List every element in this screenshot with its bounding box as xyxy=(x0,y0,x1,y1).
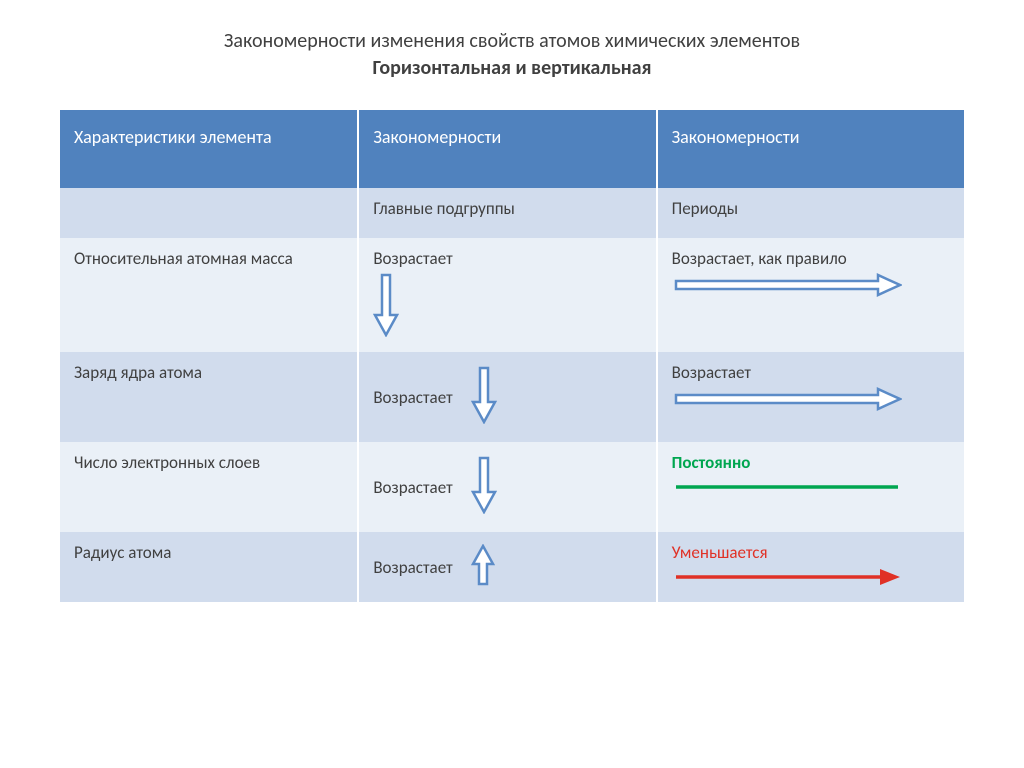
title-line2: Горизонтальная и вертикальная xyxy=(60,55,964,82)
arrow-down-icon xyxy=(373,273,399,342)
header-row: Характеристики элемента Закономерности З… xyxy=(60,110,964,188)
periodic-patterns-table: Характеристики элемента Закономерности З… xyxy=(60,110,964,602)
row-layers-label: Число электронных слоев xyxy=(60,442,358,532)
arrow-down-icon xyxy=(471,366,497,429)
row-layers-col3-text: Постоянно xyxy=(672,452,751,473)
row-layers-col2: Возрастает xyxy=(358,442,656,532)
subheader-col1 xyxy=(60,188,358,238)
row-layers-col2-text: Возрастает xyxy=(373,477,452,498)
row-layers-col3: Постоянно xyxy=(657,442,964,532)
header-col1: Характеристики элемента xyxy=(60,110,358,188)
row-mass-col2-text: Возрастает xyxy=(373,248,452,269)
arrow-right-icon xyxy=(672,387,902,416)
row-mass: Относительная атомная масса Возрастает В… xyxy=(60,238,964,352)
row-mass-col2: Возрастает xyxy=(358,238,656,352)
row-radius-col2-text: Возрастает xyxy=(373,557,452,578)
row-mass-col3-text: Возрастает, как правило xyxy=(672,248,847,269)
row-radius-col3: Уменьшается xyxy=(657,532,964,602)
line-right-icon xyxy=(672,477,902,498)
subheader-col3: Периоды xyxy=(657,188,964,238)
row-mass-col3: Возрастает, как правило xyxy=(657,238,964,352)
row-radius-col3-text: Уменьшается xyxy=(672,542,768,563)
arrow-right-red-icon xyxy=(672,567,902,592)
subheader-col2: Главные подгруппы xyxy=(358,188,656,238)
row-charge: Заряд ядра атома Возрастает Возрастает xyxy=(60,352,964,442)
title-block: Закономерности изменения свойств атомов … xyxy=(60,28,964,82)
arrow-up-icon xyxy=(471,544,495,591)
subheader-row: Главные подгруппы Периоды xyxy=(60,188,964,238)
row-radius: Радиус атома Возрастает Уменьшается xyxy=(60,532,964,602)
row-mass-label: Относительная атомная масса xyxy=(60,238,358,352)
arrow-down-icon xyxy=(471,456,497,519)
row-charge-label: Заряд ядра атома xyxy=(60,352,358,442)
row-radius-label: Радиус атома xyxy=(60,532,358,602)
row-charge-col3: Возрастает xyxy=(657,352,964,442)
header-col3: Закономерности xyxy=(657,110,964,188)
row-charge-col3-text: Возрастает xyxy=(672,362,751,383)
row-radius-col2: Возрастает xyxy=(358,532,656,602)
title-line1: Закономерности изменения свойств атомов … xyxy=(60,28,964,55)
header-col2: Закономерности xyxy=(358,110,656,188)
arrow-right-icon xyxy=(672,273,902,302)
row-charge-col2: Возрастает xyxy=(358,352,656,442)
row-charge-col2-text: Возрастает xyxy=(373,387,452,408)
row-layers: Число электронных слоев Возрастает Посто… xyxy=(60,442,964,532)
